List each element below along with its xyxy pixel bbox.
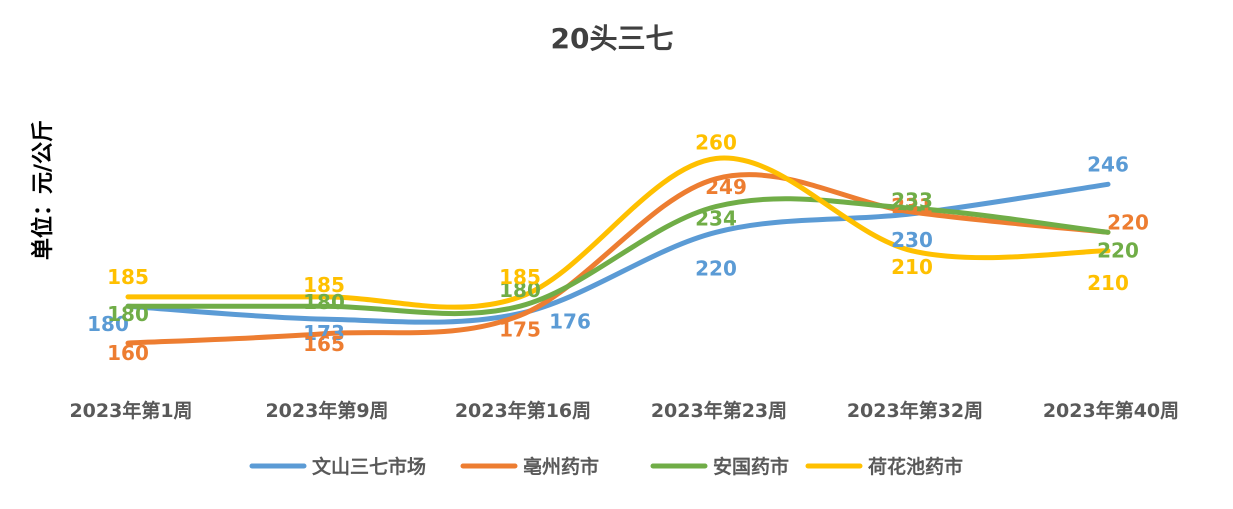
data-label: 234 xyxy=(695,206,737,230)
data-label: 220 xyxy=(1107,210,1149,234)
data-label: 210 xyxy=(1087,271,1129,295)
x-tick-label: 2023年第32周 xyxy=(847,399,983,422)
chart-title: 20头三七 xyxy=(551,22,674,55)
series-lines xyxy=(125,155,1111,346)
x-tick-label: 2023年第23周 xyxy=(651,399,787,422)
data-label: 180 xyxy=(87,312,129,336)
data-label: 185 xyxy=(303,273,345,297)
data-label: 210 xyxy=(891,255,933,279)
legend-label: 安国药市 xyxy=(713,455,789,478)
data-label: 230 xyxy=(891,228,933,252)
series-line-2 xyxy=(125,172,1111,346)
x-axis-ticks: 2023年第1周 2023年第9周 2023年第16周 2023年第23周 2023年第… xyxy=(69,399,1179,422)
data-label: 180 xyxy=(107,302,149,326)
data-label: 160 xyxy=(107,341,149,365)
data-label: 220 xyxy=(1097,238,1139,262)
data-label: 180 xyxy=(303,290,345,314)
x-tick-label: 2023年第40周 xyxy=(1043,399,1179,422)
legend-label: 荷花池药市 xyxy=(868,455,963,478)
series-line-3 xyxy=(125,196,1111,317)
data-label: 249 xyxy=(705,175,747,199)
data-label: 176 xyxy=(549,310,591,334)
data-label: 180 xyxy=(499,278,541,302)
data-label: 220 xyxy=(695,256,737,280)
data-label: 246 xyxy=(1087,152,1129,176)
data-label: 231 xyxy=(891,194,933,218)
data-label: 233 xyxy=(891,188,933,212)
x-tick-label: 2023年第16周 xyxy=(455,399,591,422)
legend-label: 文山三七市场 xyxy=(312,455,426,478)
series-line-4 xyxy=(125,155,1111,310)
data-label: 175 xyxy=(499,317,541,341)
data-label: 165 xyxy=(303,332,345,356)
data-label: 173 xyxy=(303,321,345,345)
x-tick-label: 2023年第1周 xyxy=(69,399,192,422)
legend: 文山三七市场 亳州药市 安国药市 荷花池药市 xyxy=(249,455,963,478)
x-tick-label: 2023年第9周 xyxy=(265,399,388,422)
y-axis-label: 单位：元/公斤 xyxy=(30,120,56,260)
data-label: 260 xyxy=(695,130,737,154)
data-label: 185 xyxy=(499,265,541,289)
data-label: 185 xyxy=(107,265,149,289)
legend-label: 亳州药市 xyxy=(523,455,599,478)
